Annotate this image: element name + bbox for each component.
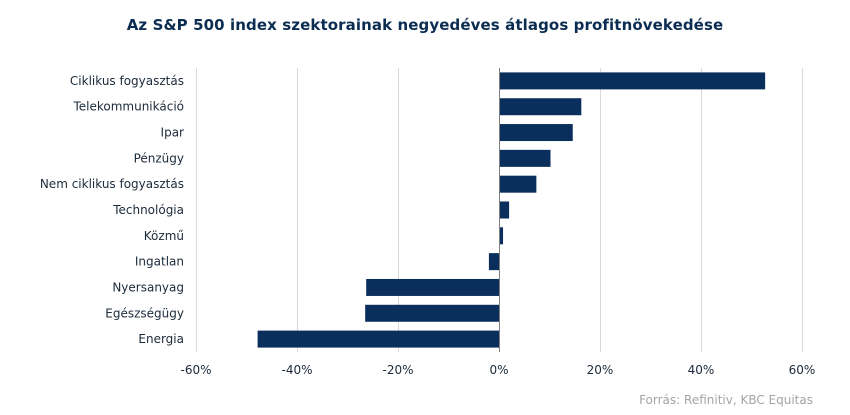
category-label: Nyersanyag [112,280,184,294]
category-label: Ipar [161,126,185,140]
bar [365,304,499,322]
category-label: Ingatlan [135,255,184,269]
grid-lines [196,68,803,352]
bar [499,201,510,219]
x-tick-label: 20% [587,363,614,377]
x-tick-label: 0% [489,363,508,377]
x-tick-label: -60% [180,363,211,377]
bar [257,330,499,348]
category-label: Ciklikus fogyasztás [70,74,184,88]
chart-title: Az S&P 500 index szektorainak negyedéves… [126,16,724,34]
x-tick-label: 60% [789,363,816,377]
category-label: Közmű [144,229,184,243]
category-label: Telekommunikáció [72,100,184,114]
x-tick-label: -20% [382,363,413,377]
bar [488,253,499,271]
bars [257,72,766,348]
bar [499,124,573,142]
bar [499,149,551,167]
x-tick-labels: -60% -40% -20% 0% 20% 40% 60% [180,363,815,377]
category-label: Nem ciklikus fogyasztás [40,177,184,191]
x-tick-label: -40% [281,363,312,377]
bar [499,175,537,193]
x-tick-label: 40% [688,363,715,377]
category-label: Egészségügy [105,306,184,320]
category-labels: Ciklikus fogyasztás Telekommunikáció Ipar P… [40,74,184,346]
bar [499,227,504,245]
bar [366,278,499,296]
bar [499,98,582,116]
source-note: Forrás: Refinitiv, KBC Equitas [639,393,813,407]
category-label: Energia [138,332,184,346]
category-label: Pénzügy [134,151,184,165]
category-label: Technológia [112,203,184,217]
bar [499,72,766,90]
